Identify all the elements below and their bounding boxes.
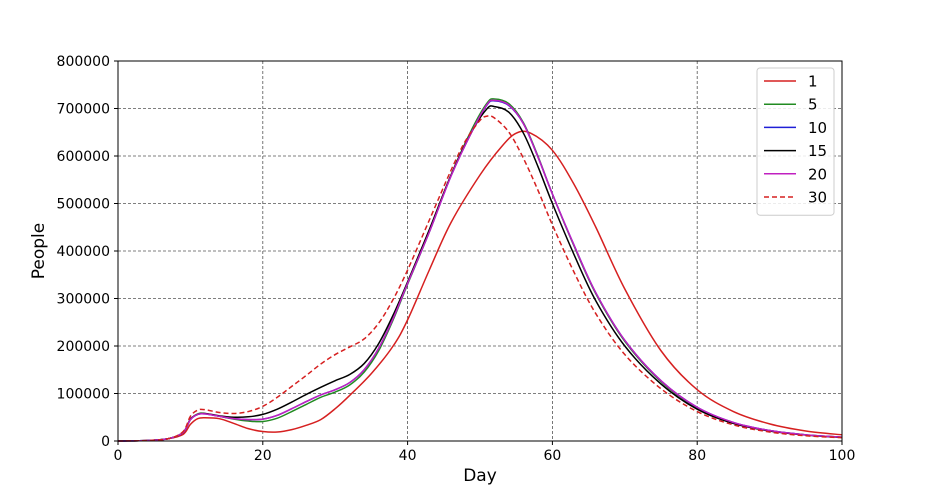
y-tick-label: 500000: [57, 197, 110, 213]
y-axis-label: People: [29, 223, 49, 279]
y-tick-label: 100000: [57, 387, 110, 403]
series-line-20: [117, 99, 843, 442]
series-lines: [117, 98, 843, 442]
y-tick-label: 800000: [57, 54, 110, 70]
legend-label-30: 30: [808, 189, 827, 207]
axis-ticks: 0 20 40 60 80 100 0 100000 200000 300000 400000 500…: [57, 54, 856, 464]
y-tick-label: 700000: [57, 102, 110, 118]
x-tick-label: 40: [399, 448, 417, 464]
x-tick-label: 100: [829, 448, 856, 464]
x-tick-label: 20: [254, 448, 272, 464]
x-tick-label: 0: [114, 448, 123, 464]
legend-label-10: 10: [808, 119, 827, 137]
series-line-30: [117, 115, 843, 442]
y-tick-label: 400000: [57, 244, 110, 260]
series-line-1: [117, 130, 843, 442]
x-tick-label: 60: [543, 448, 561, 464]
y-tick-label: 300000: [57, 292, 110, 308]
y-tick-label: 600000: [57, 149, 110, 165]
y-tick-label: 200000: [57, 339, 110, 355]
legend-label-20: 20: [808, 165, 827, 183]
x-axis-label: Day: [463, 466, 497, 486]
legend-label-5: 5: [808, 96, 818, 114]
y-tick-label: 0: [101, 434, 110, 450]
legend-label-15: 15: [808, 142, 827, 160]
x-tick-label: 80: [688, 448, 706, 464]
legend-label-1: 1: [808, 73, 818, 91]
